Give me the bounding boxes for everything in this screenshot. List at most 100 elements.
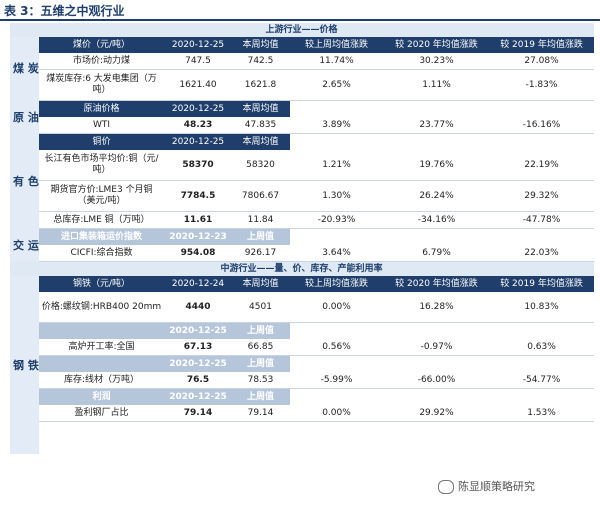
title-rule	[0, 19, 600, 21]
steel-row-2-vs2020: -0.97%	[383, 339, 490, 356]
coal-row-1-vs2020: 30.23%	[383, 53, 490, 70]
steel-row-4-value: 79.14	[164, 405, 232, 422]
steel-row-2-week: 66.85	[231, 339, 290, 356]
transport-section-label: 交 运	[9, 228, 39, 262]
metal-row-2-wow: 1.30%	[289, 180, 384, 212]
coal-head-0: 煤价（元/吨）	[38, 37, 165, 53]
oil-head-1: 2020-12-25	[164, 100, 232, 117]
steel-row-3-wow: -5.99%	[289, 372, 384, 389]
transport-head-2: 上周值	[231, 228, 290, 245]
steel-subhead-1-prev: 上周值	[231, 322, 290, 339]
steel-row-3-week: 78.53	[231, 372, 290, 389]
coal-section-label: 煤 炭	[9, 37, 39, 101]
steel-subhead-1-label	[38, 322, 165, 339]
steel-subhead-1-date: 2020-12-25	[164, 322, 232, 339]
metal-row-1-value: 58370	[164, 150, 232, 181]
coal-row-1-week: 742.5	[231, 53, 290, 70]
transport-row-week: 926.17	[231, 245, 290, 262]
coal-row-2-vs2020: 1.11%	[383, 69, 490, 101]
table-title: 表 3：五维之中观行业	[4, 4, 125, 18]
metal-row-3-value: 11.61	[164, 211, 232, 229]
coal-head-4: 较 2020 年均值涨跌	[383, 37, 490, 53]
steel-row-4-wow: 0.00%	[289, 405, 384, 422]
steel-subhead-2-label	[38, 355, 165, 372]
metal-row-2-week: 7806.67	[231, 180, 290, 212]
coal-row-2-label: 煤炭库存:6 大发电集团（万吨）	[38, 69, 165, 101]
transport-row-vs2020: 6.79%	[383, 245, 490, 262]
midstream-header: 中游行业——量、价、库存、产能利用率	[9, 261, 594, 276]
steel-head-4: 较 2020 年均值涨跌	[383, 276, 490, 292]
steel-row-2-vs2019: 0.63%	[489, 339, 594, 356]
steel-row-4-week: 79.14	[231, 405, 290, 422]
wechat-icon	[438, 480, 454, 494]
steel-subhead-3-prev: 上周值	[231, 388, 290, 405]
coal-row-2-wow: 2.65%	[289, 69, 384, 101]
steel-row-4-vs2020: 29.92%	[383, 405, 490, 422]
metal-row-3-label: 总库存:LME 铜（万吨）	[38, 211, 165, 229]
steel-row-1-wow: 0.00%	[289, 292, 384, 323]
transport-row-wow: 3.64%	[289, 245, 384, 262]
transport-head-1: 2020-12-23	[164, 228, 232, 245]
coal-head-2: 本周均值	[231, 37, 290, 53]
steel-row-3-vs2019: -54.77%	[489, 372, 594, 389]
metal-row-2-label: 期货官方价:LME3 个月铜（美元/吨）	[38, 180, 165, 212]
coal-row-1-label: 市场价:动力煤	[38, 53, 165, 70]
steel-section-label: 钢 铁	[9, 276, 39, 454]
transport-row-vs2019: 22.03%	[489, 245, 594, 262]
steel-subhead-2-date: 2020-12-25	[164, 355, 232, 372]
coal-row-2-vs2019: -1.83%	[489, 69, 594, 101]
metal-row-1-label: 长江有色市场平均价:铜（元/吨）	[38, 150, 165, 181]
metal-row-2-value: 7784.5	[164, 180, 232, 212]
metal-row-3-wow: -20.93%	[289, 211, 384, 229]
watermark: 陈显顺策略研究	[438, 478, 535, 494]
metal-row-3-vs2020: -34.16%	[383, 211, 490, 229]
steel-row-3-label: 库存:线材（万吨）	[38, 372, 165, 389]
steel-row-2-label: 高炉开工率:全国	[38, 339, 165, 356]
oil-row-week: 47.835	[231, 117, 290, 134]
steel-row-3-value: 76.5	[164, 372, 232, 389]
steel-row-1-label: 价格:螺纹钢:HRB400 20mm	[38, 292, 165, 323]
steel-head-3: 较上周均值涨跌	[289, 276, 384, 292]
steel-row-1-vs2019: 10.83%	[489, 292, 594, 323]
steel-head-5: 较 2019 年均值涨跌	[489, 276, 594, 292]
oil-section-label: 原 油	[9, 100, 39, 134]
coal-row-1-vs2019: 27.08%	[489, 53, 594, 70]
steel-row-2-value: 67.13	[164, 339, 232, 356]
steel-head-2: 本周均值	[231, 276, 290, 292]
metal-row-2-vs2020: 26.24%	[383, 180, 490, 212]
steel-subhead-2-prev: 上周值	[231, 355, 290, 372]
steel-head-1: 2020-12-24	[164, 276, 232, 292]
industry-table: 上游行业——价格 煤 炭 煤价（元/吨） 2020-12-25 本周均值 较上周…	[9, 23, 594, 454]
oil-head-0: 原油价格	[38, 100, 165, 117]
transport-row-value: 954.08	[164, 245, 232, 262]
steel-row-3-vs2020: -66.00%	[383, 372, 490, 389]
metal-row-1-vs2020: 19.76%	[383, 150, 490, 181]
oil-head-2: 本周均值	[231, 100, 290, 117]
metal-section-label: 有 色	[9, 133, 39, 229]
metal-head-1: 2020-12-25	[164, 133, 232, 150]
metal-row-1-vs2019: 22.19%	[489, 150, 594, 181]
oil-row-vs2020: 23.77%	[383, 117, 490, 134]
steel-subhead-3-label: 利润	[38, 388, 165, 405]
steel-row-4-vs2019: 1.53%	[489, 405, 594, 422]
upstream-header: 上游行业——价格	[9, 23, 594, 37]
steel-row-4-label: 盈利钢厂占比	[38, 405, 165, 422]
steel-head-0: 钢铁（元/吨）	[38, 276, 165, 292]
coal-row-1-value: 747.5	[164, 53, 232, 70]
metal-head-0: 铜价	[38, 133, 165, 150]
metal-row-1-week: 58320	[231, 150, 290, 181]
coal-head-5: 较 2019 年均值涨跌	[489, 37, 594, 53]
oil-row-vs2019: -16.16%	[489, 117, 594, 134]
steel-subhead-3-date: 2020-12-25	[164, 388, 232, 405]
steel-row-1-value: 4440	[164, 292, 232, 323]
coal-row-1-wow: 11.74%	[289, 53, 384, 70]
metal-row-3-vs2019: -47.78%	[489, 211, 594, 229]
steel-row-1-week: 4501	[231, 292, 290, 323]
metal-head-2: 本周均值	[231, 133, 290, 150]
steel-row-2-wow: 0.56%	[289, 339, 384, 356]
transport-row-label: CICFI:综合指数	[38, 245, 165, 262]
steel-row-1-vs2020: 16.28%	[383, 292, 490, 323]
metal-row-3-week: 11.84	[231, 211, 290, 229]
coal-row-2-value: 1621.40	[164, 69, 232, 101]
metal-row-2-vs2019: 29.32%	[489, 180, 594, 212]
